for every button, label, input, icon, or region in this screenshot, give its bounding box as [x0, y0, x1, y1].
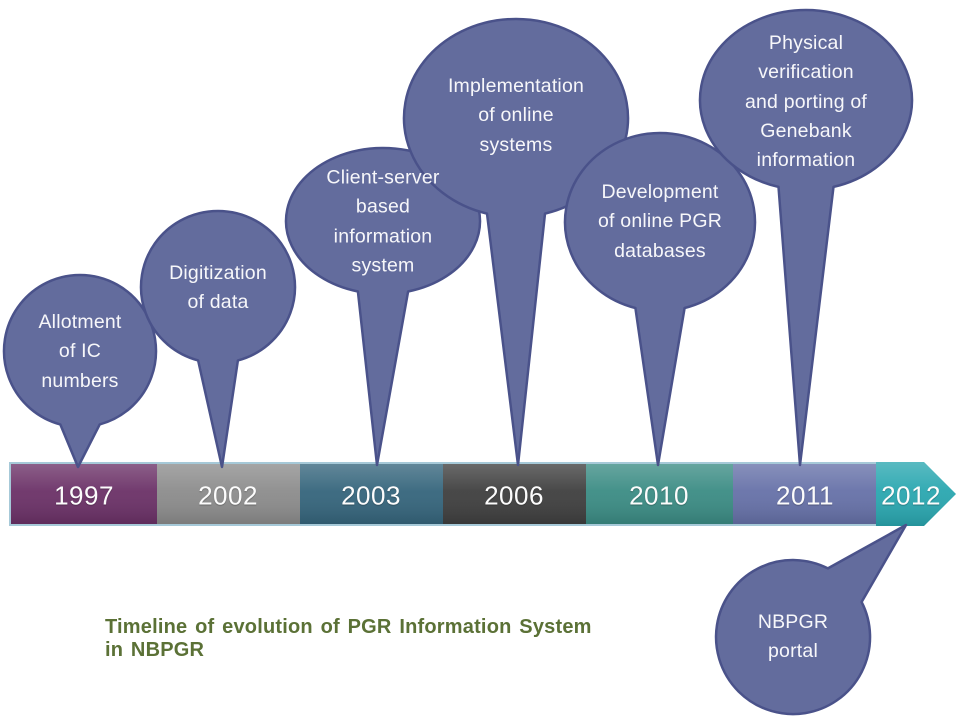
bar-arrow-sheen	[876, 462, 956, 526]
year-label-2006: 2006	[484, 480, 544, 511]
bubble-label-2003: Client-server based information system	[326, 166, 440, 277]
bubble-label-1997: Allotment of IC numbers	[38, 311, 122, 392]
year-label-1997: 1997	[54, 480, 114, 511]
bubble-1997-allotment	[2, 273, 158, 469]
bubble-label-2010: Development of online PGR databases	[598, 181, 722, 262]
year-label-2011: 2011	[776, 480, 834, 511]
bubble-label-2006: Implementation of online systems	[447, 75, 585, 156]
bubble-2011-physical-verification	[698, 8, 914, 467]
bar-sheen	[11, 464, 876, 524]
caption: Timeline of evolution of PGR Information…	[105, 616, 592, 661]
bubble-2002-digitization	[139, 209, 297, 469]
year-label-2012: 2012	[881, 480, 941, 511]
timeline-bar	[9, 462, 956, 526]
bubble-label-2002: Digitization of data	[169, 261, 267, 313]
bubble-2010-development	[563, 131, 757, 467]
year-label-2003: 2003	[341, 480, 401, 511]
bubble-label-2012: NBPGR portal	[757, 610, 829, 662]
bubble-2012-nbpgr-portal	[714, 523, 908, 716]
callout-bubbles	[2, 8, 914, 716]
bubble-label-2011: Physical verification and porting of Gen…	[744, 31, 868, 171]
year-label-2010: 2010	[629, 480, 689, 511]
bubble-2003-client-server	[284, 146, 482, 467]
year-label-2002: 2002	[198, 480, 258, 511]
